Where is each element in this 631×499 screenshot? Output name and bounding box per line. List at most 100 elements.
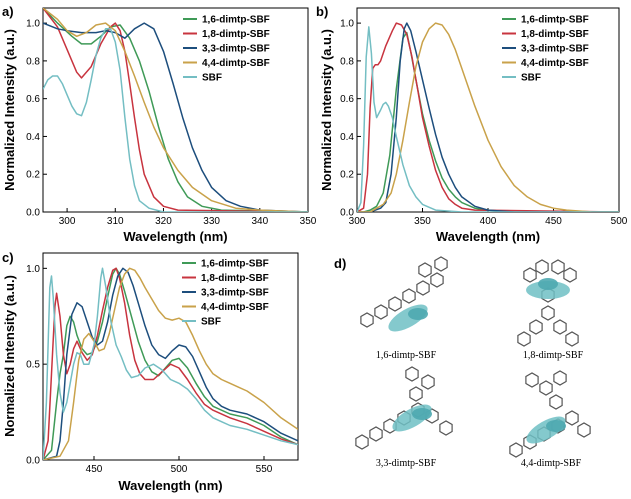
molecule-2-ring-9 bbox=[439, 420, 453, 436]
molecule-1-ring-6 bbox=[529, 319, 543, 335]
panel-a-series-line-0 bbox=[43, 8, 308, 212]
molecule-render-3: 4,4-dimtp-SBF bbox=[509, 370, 591, 469]
panel-a-ticks: 300 310 320 330 340 350 0.0 0.2 0.4 0.6 0.8 1.0 bbox=[26, 19, 317, 227]
panel-a-y-tick-label-4: 0.8 bbox=[26, 56, 40, 67]
panel-b-legend-label-0: 1,6-dimtp-SBF bbox=[521, 15, 589, 26]
panel-a-y-tick-label-1: 0.2 bbox=[26, 170, 40, 181]
panel-a-legend: 1,6-dimtp-SBF 1,8-dimtp-SBF 3,3-dimtp-SBF 4… bbox=[183, 15, 270, 84]
panel-b-y-tick-label-4: 0.8 bbox=[340, 56, 354, 67]
molecule-1-ring-2 bbox=[551, 259, 565, 275]
panel-b-y-tick-label-2: 0.4 bbox=[340, 132, 354, 143]
panel-a-y-tick-label-0: 0.0 bbox=[26, 208, 40, 219]
panel-c-x-axis-title: Wavelength (nm) bbox=[118, 478, 222, 493]
molecule-2-ring-7 bbox=[421, 374, 435, 390]
panel-c-frame bbox=[42, 252, 299, 461]
panel-b-x-tick-label-1: 350 bbox=[414, 216, 431, 227]
molecule-0-ring-3 bbox=[402, 288, 416, 304]
panel-b-legend-label-2: 3,3-dimtp-SBF bbox=[521, 44, 589, 55]
panel-c-lines bbox=[43, 267, 298, 460]
panel-c-label: c) bbox=[2, 250, 14, 265]
panel-a-lines bbox=[43, 8, 308, 212]
panel-b-legend-label-4: SBF bbox=[521, 73, 541, 84]
panel-a-legend-label-4: SBF bbox=[202, 73, 222, 84]
molecule-0-ring-5 bbox=[430, 272, 444, 288]
panel-c-legend-label-1: 1,8-dimtp-SBF bbox=[201, 273, 269, 284]
panel-b-y-tick-label-3: 0.6 bbox=[340, 94, 354, 105]
panel-b-y-axis-title: Normalized Intensity (a.u.) bbox=[319, 29, 334, 191]
panel-a-x-tick-label-1: 310 bbox=[107, 216, 124, 227]
panel-a-legend-label-2: 3,3-dimtp-SBF bbox=[202, 44, 270, 55]
panel-b-x-tick-label-3: 450 bbox=[545, 216, 562, 227]
molecule-1-ring-1 bbox=[535, 259, 549, 275]
chart-panel-a: a) Wavelength (nm) Normalized Intensity … bbox=[2, 4, 317, 244]
molecule-render-1: 1,8-dimtp-SBF bbox=[517, 259, 584, 361]
molecule-2-ring-0 bbox=[355, 434, 369, 450]
molecule-3-ring-0 bbox=[509, 442, 523, 458]
molecule-1-ring-3 bbox=[563, 267, 577, 283]
molecule-3-orbital-lobe-2 bbox=[546, 420, 566, 432]
panel-a-y-tick-label-3: 0.6 bbox=[26, 94, 40, 105]
molecule-caption-2: 3,3-dimtp-SBF bbox=[376, 458, 437, 469]
panel-b-ticks: 300 350 400 450 500 0.0 0.2 0.4 0.6 0.8 1.0 bbox=[340, 19, 628, 227]
chart-panel-b: b) Wavelength (nm) Normalized Intensity … bbox=[316, 4, 628, 244]
molecule-1-ring-5 bbox=[541, 305, 555, 321]
panel-c-y-tick-label-1: 0.5 bbox=[26, 360, 40, 371]
panel-c-y-axis-title: Normalized Intensity (a.u.) bbox=[2, 275, 17, 437]
molecule-0-ring-4 bbox=[416, 280, 430, 296]
panel-a-series-line-1 bbox=[43, 8, 308, 212]
panel-d-label: d) bbox=[334, 256, 346, 271]
molecule-1-ring-7 bbox=[553, 319, 567, 335]
panel-b-series-line-3 bbox=[357, 22, 619, 212]
panel-b-label: b) bbox=[316, 4, 328, 19]
molecule-0-ring-0 bbox=[360, 312, 374, 328]
panel-c-legend-label-3: 4,4-dimtp-SBF bbox=[201, 302, 269, 313]
chart-panel-c: c) Wavelength (nm) Normalized Intensity … bbox=[2, 250, 299, 493]
panel-b-x-tick-label-0: 300 bbox=[349, 216, 366, 227]
molecule-1-ring-0 bbox=[523, 267, 537, 283]
panel-c-series-line-2 bbox=[43, 267, 298, 460]
molecule-1-orbital-lobe-2 bbox=[538, 278, 558, 290]
molecule-2-orbital-lobe-2 bbox=[412, 408, 432, 420]
molecule-1-ring-9 bbox=[565, 331, 579, 347]
panel-a-y-tick-label-5: 1.0 bbox=[26, 19, 40, 30]
molecule-0-orbital-lobe-2 bbox=[408, 308, 428, 320]
panel-a-series-line-3 bbox=[43, 8, 308, 212]
panel-c-x-tick-label-2: 550 bbox=[256, 464, 273, 475]
panel-a-legend-label-1: 1,8-dimtp-SBF bbox=[202, 29, 270, 40]
molecule-panel: d) 1,6-dimtp-SBF 1,8-dimtp-SBF 3,3-dimtp-S… bbox=[334, 256, 591, 469]
panel-c-x-tick-label-0: 450 bbox=[86, 464, 103, 475]
panel-c-y-tick-label-0: 0.0 bbox=[26, 456, 40, 467]
panel-b-y-tick-label-5: 1.0 bbox=[340, 19, 354, 30]
panel-b-lines bbox=[357, 22, 619, 212]
molecule-renders: 1,6-dimtp-SBF 1,8-dimtp-SBF 3,3-dimtp-SBF 4… bbox=[355, 256, 591, 469]
panel-a-x-tick-label-0: 300 bbox=[59, 216, 76, 227]
molecule-2-ring-6 bbox=[409, 386, 423, 402]
molecule-2-ring-8 bbox=[405, 366, 419, 382]
panel-a-x-axis-title: Wavelength (nm) bbox=[123, 229, 227, 244]
panel-a-x-tick-label-5: 350 bbox=[300, 216, 317, 227]
molecule-2-ring-1 bbox=[369, 426, 383, 442]
panel-a-y-axis-title: Normalized Intensity (a.u.) bbox=[2, 29, 17, 191]
molecule-3-ring-5 bbox=[549, 394, 563, 410]
panel-c-legend-label-4: SBF bbox=[201, 317, 221, 328]
molecule-3-ring-8 bbox=[553, 370, 567, 386]
molecule-0-ring-6 bbox=[418, 262, 432, 278]
panel-b-y-tick-label-1: 0.2 bbox=[340, 170, 354, 181]
panel-a-x-tick-label-3: 330 bbox=[203, 216, 220, 227]
molecule-3-ring-7 bbox=[525, 372, 539, 388]
panel-b-series-line-4 bbox=[357, 26, 619, 212]
panel-a-x-tick-label-2: 320 bbox=[155, 216, 172, 227]
panel-b-y-tick-label-0: 0.0 bbox=[340, 208, 354, 219]
panel-c-series-line-4 bbox=[43, 267, 298, 460]
panel-c-series-line-3 bbox=[43, 267, 298, 460]
molecule-caption-0: 1,6-dimtp-SBF bbox=[376, 350, 437, 361]
molecule-render-0: 1,6-dimtp-SBF bbox=[360, 256, 448, 361]
panel-c-legend: 1,6-dimtp-SBF 1,8-dimtp-SBF 3,3-dimtp-SBF 4… bbox=[182, 259, 269, 328]
molecule-3-ring-9 bbox=[577, 422, 591, 438]
panel-b-x-axis-title: Wavelength (nm) bbox=[436, 229, 540, 244]
panel-c-legend-label-0: 1,6-dimtp-SBF bbox=[201, 259, 269, 270]
panel-b-legend-label-3: 4,4-dimtp-SBF bbox=[521, 58, 589, 69]
molecule-caption-1: 1,8-dimtp-SBF bbox=[523, 350, 584, 361]
molecule-0-ring-2 bbox=[388, 296, 402, 312]
